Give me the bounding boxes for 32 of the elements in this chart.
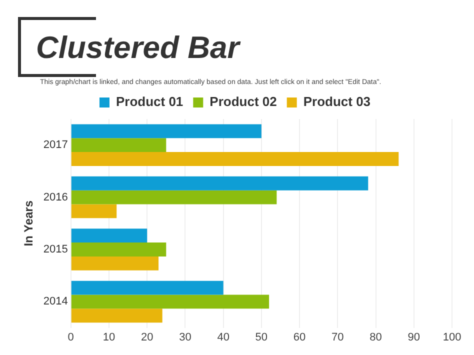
bar: [71, 308, 162, 323]
x-tick-label: 60: [293, 331, 306, 344]
bar: [71, 294, 270, 309]
y-axis-title: In Years: [22, 200, 36, 246]
bar: [71, 204, 117, 218]
x-tick-label: 30: [179, 331, 192, 344]
legend-label: Product 01: [116, 94, 184, 110]
x-tick-label: 40: [217, 331, 230, 344]
x-tick-label: 10: [102, 331, 116, 344]
x-tick-label: 100: [442, 331, 462, 344]
x-tick-label: 20: [140, 331, 154, 344]
legend-label: Product 03: [303, 94, 371, 110]
y-tick-label: 2016: [43, 191, 68, 204]
bar: [71, 280, 224, 295]
x-tick-label: 50: [255, 331, 268, 344]
bar: [71, 228, 148, 243]
bar: [71, 124, 262, 138]
bar: [71, 256, 159, 270]
x-tick-label: 70: [332, 331, 344, 344]
x-tick-label: 0: [68, 331, 74, 344]
bar: [71, 190, 277, 204]
y-tick-label: 2017: [43, 139, 68, 152]
bar: [71, 138, 166, 152]
x-tick-label: 80: [370, 331, 382, 344]
y-tick-label: 2015: [43, 244, 68, 256]
legend-label: Product 02: [210, 94, 277, 110]
x-tick-label: 90: [408, 331, 420, 344]
bar: [71, 176, 368, 190]
y-tick-label: 2014: [43, 296, 68, 308]
bar: [71, 242, 166, 256]
bar: [71, 152, 399, 166]
chart-title: Clustered Bar: [36, 30, 240, 66]
